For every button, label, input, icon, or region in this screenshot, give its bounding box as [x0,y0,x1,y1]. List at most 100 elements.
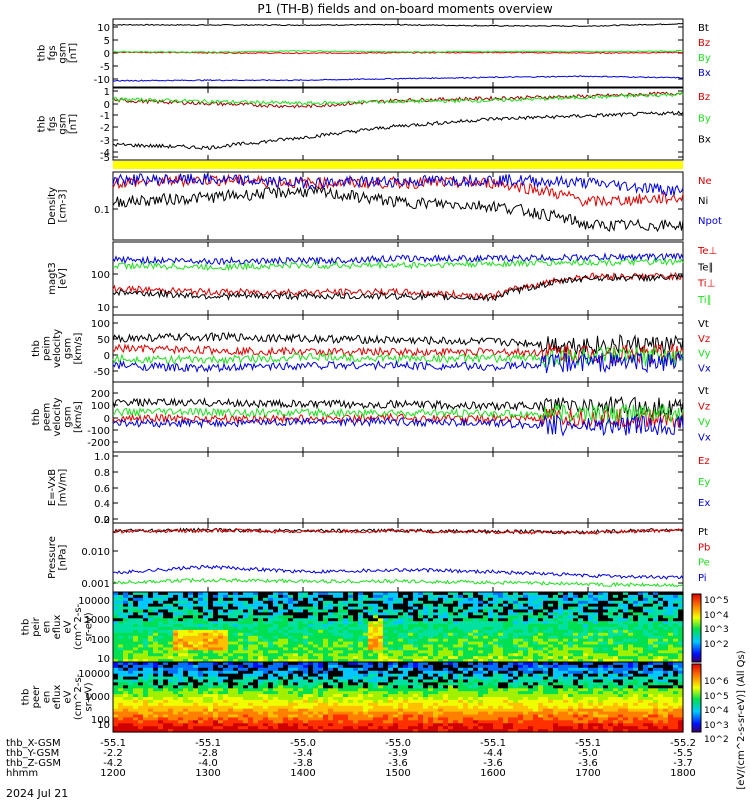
spec-cell-peir [263,615,269,619]
spec-cell-peer [463,685,469,689]
spec-cell-peir [403,598,409,602]
spec-cell-peir [613,615,619,619]
spec-cell-peer [608,703,614,707]
legend-temp-1: Te∥ [697,262,714,273]
spec-cell-peer [383,685,389,689]
spec-cell-peer [613,685,619,689]
spec-cell-peir [253,650,259,654]
spec-cell-peir [578,598,584,602]
spec-cell-peir [613,650,619,654]
spec-cell-peer [143,668,149,672]
spec-cell-peir [253,633,259,637]
spec-cell-peer [623,703,629,707]
spec-cell-peer [493,685,499,689]
spec-cell-peer [383,703,389,707]
spec-cell-peir [473,650,479,654]
spec-cell-peir [113,633,119,637]
spec-cell-peir [423,633,429,637]
spec-cell-peir [353,650,359,654]
ylabel-peim-2: velocity [52,329,63,368]
spec-cell-peir [403,650,409,654]
spec-cell-peer [558,703,564,707]
ytick-temp-0: 100 [91,270,110,281]
spec-cell-peir [353,633,359,637]
spec-cell-peir [388,615,394,619]
spec-cell-peir [223,615,229,619]
spec-cell-peir [283,633,289,637]
spec-cell-peir [268,598,274,602]
spec-cell-peir [128,598,134,602]
spec-cell-peir [178,633,184,637]
spec-cell-peir [648,615,654,619]
spec-cell-peer [223,668,229,672]
ylabel-peim-4: [km/s] [73,332,84,364]
spec-cell-peir [588,615,594,619]
spec-cell-peer [668,685,674,689]
spec-cell-peir [118,598,124,602]
spec-cell-peir [313,615,319,619]
spec-cell-peer [248,685,254,689]
spec-cell-peir [573,633,579,637]
spec-cell-peer [653,668,659,672]
spec-cell-peir [363,598,369,602]
spec-cell-peer [223,685,229,689]
spec-cell-peir [438,650,444,654]
ytick-peem-0: 200 [91,389,110,400]
spec-cell-peir [563,615,569,619]
spec-cell-peir [298,598,304,602]
spec-cell-peir [283,650,289,654]
spec-cell-peir [113,598,119,602]
spec-cell-peer [193,668,199,672]
spec-cell-peir [343,598,349,602]
spec-cell-peer [358,668,364,672]
spec-cell-peir [398,598,404,602]
spec-cell-peer [618,685,624,689]
legend-temp-3: Ti∥ [697,295,712,306]
series-peim-Vy [113,347,683,367]
spec-cell-peir [653,615,659,619]
spec-cell-peer [673,668,679,672]
ylabel-fgs_zoom-1: fgs [47,116,58,131]
spec-cell-peir [533,650,539,654]
spec-cell-peir [583,615,589,619]
spec-cell-peir [328,598,334,602]
spec-cell-peer [123,703,129,707]
spec-cell-peer [673,685,679,689]
spec-cell-peir [308,633,314,637]
spec-cell-peer [643,685,649,689]
spec-cell-peer [563,703,569,707]
ylabel-peem-0: thb [31,409,42,426]
spec-cell-peir [403,633,409,637]
spec-cell-peer [363,703,369,707]
spec-cell-peer [373,668,379,672]
ytick-efield-0: 1.0 [94,452,110,463]
spec-cell-peer [118,668,124,672]
spec-cell-peer [483,703,489,707]
legend-fgs-2: By [698,53,711,64]
spec-cell-peir [303,598,309,602]
spec-cell-peer [138,685,144,689]
spec-cell-peir [293,650,299,654]
spec-cell-peir [498,598,504,602]
spec-cell-peir [348,615,354,619]
legend-peem-3: Vx [698,433,711,444]
spec-cell-peer [283,703,289,707]
spec-cell-peer [568,685,574,689]
spec-cell-peir [453,598,459,602]
spec-cell-peer [638,668,644,672]
spec-cell-peir [148,615,154,619]
spec-cell-peir [113,615,119,619]
ylabel-peim-1: peim [42,336,53,361]
spec-cell-peer [358,703,364,707]
spec-cell-peir [548,650,554,654]
spec-cell-peir [148,633,154,637]
spec-cell-peer [488,703,494,707]
spec-cell-peir [283,615,289,619]
ylabel-peir-0: thb [21,619,32,636]
spec-cell-peir [413,598,419,602]
spec-cell-peir [478,615,484,619]
spec-cell-peir [228,598,234,602]
spec-cell-peer [333,703,339,707]
spec-cell-peer [143,703,149,707]
spec-cell-peer [453,668,459,672]
